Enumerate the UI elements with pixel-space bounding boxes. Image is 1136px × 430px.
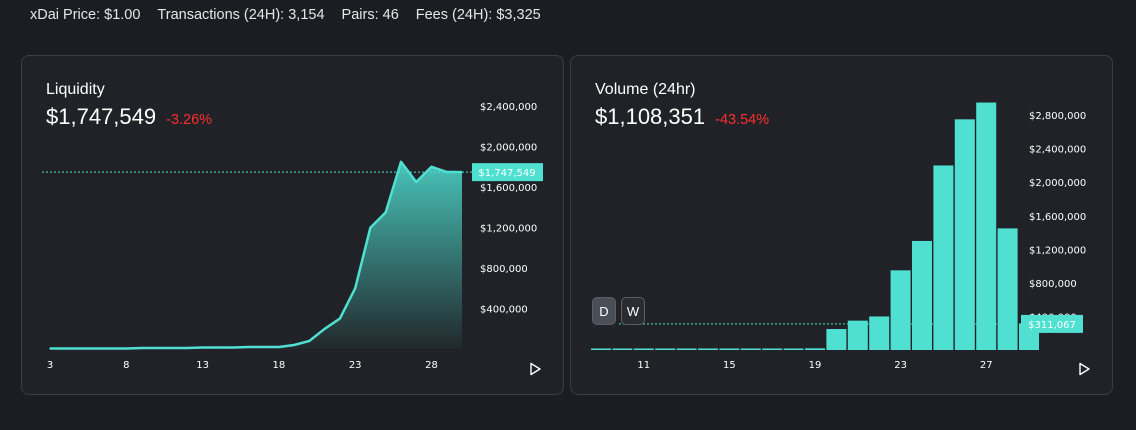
volume-bar xyxy=(954,119,975,350)
x-tick-label: 11 xyxy=(637,360,650,371)
volume-bar xyxy=(591,348,611,350)
y-tick-label: $1,600,000 xyxy=(1029,212,1086,223)
volume-bar xyxy=(805,348,825,350)
liquidity-point xyxy=(262,346,265,348)
liquidity-point xyxy=(293,344,295,346)
liquidity-point xyxy=(369,226,372,229)
volume-chart[interactable]: 1115192327$400,000$800,000$1,200,000$1,6… xyxy=(571,56,1112,394)
x-tick-label: 3 xyxy=(47,360,53,371)
current-value-badge xyxy=(472,163,543,182)
liquidity-point xyxy=(201,346,204,349)
liquidity-point xyxy=(415,181,418,183)
x-tick-label: 19 xyxy=(809,360,822,371)
volume-change: -43.54% xyxy=(715,112,770,128)
liquidity-area xyxy=(50,161,462,349)
volume-card: Volume (24hr) $1,108,351 -43.54% 11 15 19 2… xyxy=(570,55,1113,395)
y-tick-label: $400,000 xyxy=(480,305,528,316)
volume-bar xyxy=(826,329,847,350)
liquidity-point xyxy=(64,347,67,350)
liquidity-point xyxy=(79,347,82,350)
volume-bar xyxy=(997,228,1018,350)
week-button[interactable]: W xyxy=(621,297,645,325)
volume-bar xyxy=(762,348,783,350)
x-tick-label: 13 xyxy=(196,360,209,371)
liquidity-card: Liquidity $1,747,549 -3.26% 3 8 13 18 23 28 $4… xyxy=(21,55,564,395)
global-stats-bar: xDai Price: $1.00 Transactions (24H): 3,… xyxy=(30,7,541,23)
volume-bar xyxy=(976,102,997,350)
volume-bar xyxy=(783,348,804,350)
liquidity-point xyxy=(400,160,402,163)
play-icon[interactable] xyxy=(528,362,542,376)
volume-bar xyxy=(655,348,676,350)
y-tick-label: $1,600,000 xyxy=(480,183,537,194)
liquidity-point xyxy=(186,347,189,349)
liquidity-point xyxy=(49,347,51,350)
volume-bar xyxy=(698,348,718,350)
liquidity-value-row: $1,747,549 -3.26% xyxy=(46,104,212,130)
liquidity-point xyxy=(232,346,234,349)
liquidity-line xyxy=(50,160,463,350)
play-icon[interactable] xyxy=(1077,362,1091,376)
liquidity-change: -3.26% xyxy=(166,112,213,128)
liquidity-point xyxy=(217,346,219,349)
volume-bar xyxy=(890,270,911,350)
y-tick-label: $2,400,000 xyxy=(480,102,537,113)
liquidity-point xyxy=(339,317,341,320)
volume-bar xyxy=(933,165,954,350)
volume-bar xyxy=(869,316,890,350)
x-tick-label: 27 xyxy=(980,360,993,371)
y-tick-label: $2,000,000 xyxy=(480,143,537,154)
y-tick-label: $1,200,000 xyxy=(1029,245,1086,256)
pairs-stat: Pairs: 46 xyxy=(341,7,399,23)
liquidity-point xyxy=(308,340,311,342)
volume-bar xyxy=(676,348,697,350)
y-tick-label: $1,200,000 xyxy=(480,224,537,235)
x-tick-label: 8 xyxy=(123,360,129,371)
current-value-label: $311,067 xyxy=(1028,320,1076,331)
x-tick-label: 23 xyxy=(894,360,907,371)
y-tick-label: $2,000,000 xyxy=(1029,178,1086,189)
y-tick-label: $800,000 xyxy=(480,264,528,275)
liquidity-point xyxy=(354,287,356,290)
volume-value: $1,108,351 xyxy=(595,104,706,129)
liquidity-point xyxy=(278,346,280,348)
volume-bar xyxy=(912,240,932,350)
volume-title: Volume (24hr) xyxy=(595,81,696,98)
volume-bar xyxy=(719,348,740,350)
liquidity-title: Liquidity xyxy=(46,81,105,98)
volume-bar xyxy=(847,320,868,350)
volume-bar xyxy=(612,348,633,350)
x-tick-label: 28 xyxy=(425,360,438,371)
x-tick-label: 15 xyxy=(723,360,736,371)
x-tick-label: 18 xyxy=(273,360,286,371)
liquidity-point xyxy=(430,166,433,168)
y-tick-label: $2,400,000 xyxy=(1029,145,1086,156)
volume-value-row: $1,108,351 -43.54% xyxy=(595,104,769,130)
liquidity-point xyxy=(125,347,128,350)
liquidity-chart[interactable]: 3 8 13 18 23 28 $400,000 $800,000 $1,200,000 $1,6… xyxy=(22,56,563,394)
liquidity-point xyxy=(110,347,112,350)
volume-bar xyxy=(740,348,761,350)
liquidity-point xyxy=(171,347,173,349)
liquidity-point xyxy=(384,211,387,214)
xdai-price-stat: xDai Price: $1.00 xyxy=(30,7,141,23)
liquidity-point xyxy=(140,347,143,349)
liquidity-point xyxy=(94,347,97,350)
y-tick-label: $2,800,000 xyxy=(1029,111,1086,122)
x-tick-label: 23 xyxy=(349,360,362,371)
liquidity-point xyxy=(247,346,250,348)
liquidity-point xyxy=(156,347,158,349)
y-tick-label: $800,000 xyxy=(1029,279,1077,290)
current-value-label: $1,747,549 xyxy=(478,168,535,179)
day-button[interactable]: D xyxy=(592,297,616,325)
volume-bar xyxy=(633,348,654,350)
liquidity-value: $1,747,549 xyxy=(46,104,157,129)
liquidity-point xyxy=(323,327,326,330)
transactions-stat: Transactions (24H): 3,154 xyxy=(157,7,325,23)
current-value-badge xyxy=(1021,314,1083,333)
fees-stat: Fees (24H): $3,325 xyxy=(415,7,541,23)
